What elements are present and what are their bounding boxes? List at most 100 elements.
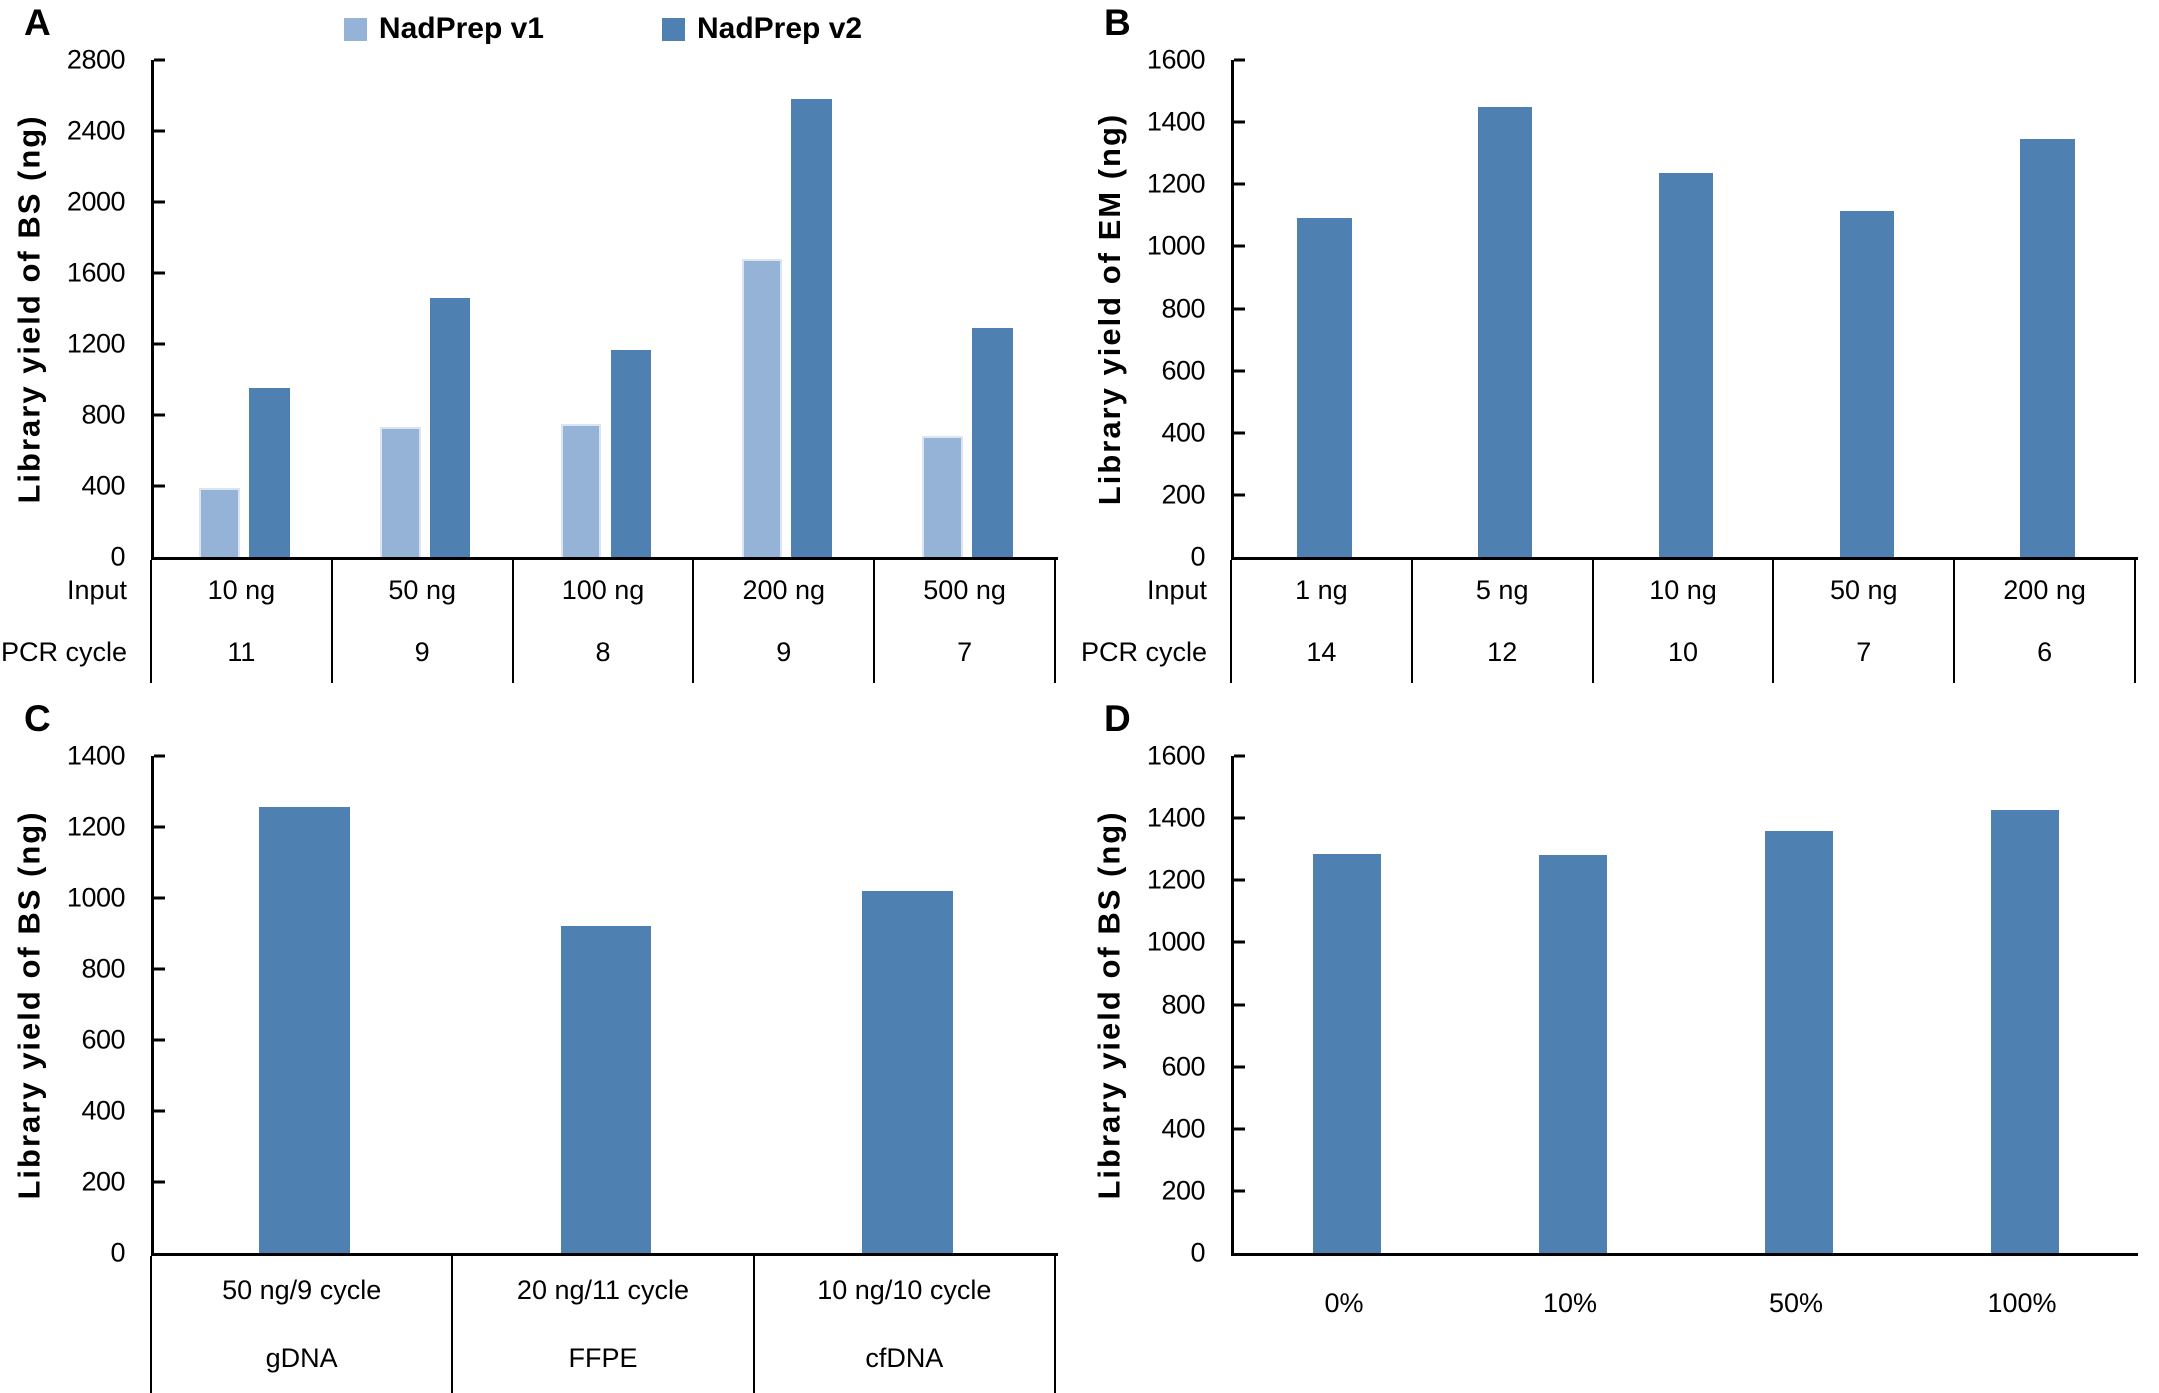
legend-item-nadprep-v1: NadPrep v1 bbox=[344, 12, 544, 46]
table-row-label: Input bbox=[67, 560, 127, 622]
y-tick-label: 1600 bbox=[1147, 47, 1205, 74]
y-tick-label: 200 bbox=[1161, 481, 1205, 508]
y-tick-mark bbox=[154, 1110, 165, 1113]
table-cell: 0% bbox=[1231, 1256, 1457, 1351]
y-tick-mark bbox=[1234, 1189, 1245, 1192]
y-tick-mark bbox=[154, 1181, 165, 1184]
y-tick-label: 1000 bbox=[67, 885, 125, 912]
y-tick-label: 0 bbox=[110, 1240, 125, 1267]
y-tick-mark bbox=[1234, 183, 1245, 186]
y-tick-mark bbox=[1234, 755, 1245, 758]
plot-area bbox=[1231, 756, 2138, 1256]
bar-NadPrep v2-100 ng bbox=[611, 350, 652, 557]
bar-series-50 ng bbox=[1840, 211, 1894, 557]
y-tick-mark bbox=[154, 272, 165, 275]
table-cell: 11 bbox=[151, 622, 332, 684]
table-cell: 20 ng/11 cycle bbox=[452, 1256, 753, 1325]
table-cell: 10 ng bbox=[151, 560, 332, 622]
y-tick-mark bbox=[1234, 493, 1245, 496]
y-tick-mark bbox=[154, 59, 165, 62]
y-tick-label: 1200 bbox=[67, 331, 125, 358]
bar-series-0% bbox=[1313, 854, 1381, 1253]
y-tick-mark bbox=[154, 130, 165, 133]
table-cell: 7 bbox=[874, 622, 1055, 684]
legend-swatch-nadprep-v1 bbox=[344, 18, 367, 41]
bar-series-1 ng bbox=[1297, 218, 1351, 557]
bar-series-20 ng/11 cycle bbox=[561, 926, 651, 1253]
y-tick-mark bbox=[154, 343, 165, 346]
y-tick-mark bbox=[1234, 1003, 1245, 1006]
y-tick-label: 1200 bbox=[1147, 867, 1205, 894]
table-cell: 10 bbox=[1593, 622, 1774, 684]
y-tick-label: 200 bbox=[1161, 1177, 1205, 1204]
panel-letter-a: A bbox=[24, 4, 51, 41]
y-tick-mark bbox=[1234, 307, 1245, 310]
legend-item-nadprep-v2: NadPrep v2 bbox=[662, 12, 862, 46]
bar-series-10 ng bbox=[1659, 173, 1713, 557]
y-tick-label: 600 bbox=[1161, 1053, 1205, 1080]
bar-series-200 ng bbox=[2020, 139, 2074, 557]
bar-NadPrep v1-50 ng bbox=[380, 427, 421, 557]
bar-NadPrep v1-10 ng bbox=[199, 488, 240, 557]
table-cell: FFPE bbox=[452, 1325, 753, 1393]
y-tick-label: 1000 bbox=[1147, 929, 1205, 956]
bar-NadPrep v2-50 ng bbox=[430, 298, 471, 557]
table-cell: 6 bbox=[1954, 622, 2135, 684]
y-tick-label: 1400 bbox=[1147, 109, 1205, 136]
table-cell: 9 bbox=[332, 622, 513, 684]
legend-swatch-nadprep-v2 bbox=[662, 18, 685, 41]
y-tick-label: 1400 bbox=[67, 743, 125, 770]
y-tick-label: 400 bbox=[1161, 1115, 1205, 1142]
y-tick-mark bbox=[1234, 817, 1245, 820]
table-cell: 50% bbox=[1683, 1256, 1909, 1351]
table-cell: 7 bbox=[1773, 622, 1954, 684]
table-cell: 9 bbox=[693, 622, 874, 684]
bar-series-50% bbox=[1765, 831, 1833, 1253]
y-tick-mark bbox=[154, 201, 165, 204]
y-tick-label: 2400 bbox=[67, 118, 125, 145]
panel-letter-c: C bbox=[24, 700, 51, 737]
table-row-label: Input bbox=[1147, 560, 1207, 622]
bar-series-100% bbox=[1991, 810, 2059, 1253]
table-cell: 10% bbox=[1457, 1256, 1683, 1351]
bar-series-50 ng/9 cycle bbox=[259, 807, 349, 1253]
y-tick-mark bbox=[1234, 941, 1245, 944]
bar-series-10 ng/10 cycle bbox=[862, 891, 952, 1253]
plot-area bbox=[1231, 60, 2138, 560]
legend: NadPrep v1 NadPrep v2 bbox=[151, 12, 1055, 46]
bar-NadPrep v2-10 ng bbox=[249, 388, 290, 557]
y-tick-mark bbox=[1234, 245, 1245, 248]
table-cell: cfDNA bbox=[754, 1325, 1055, 1393]
panel-letter-b: B bbox=[1104, 4, 1131, 41]
bar-NadPrep v1-200 ng bbox=[742, 259, 783, 557]
panel-letter-d: D bbox=[1104, 700, 1131, 737]
x-axis-table: 0%10%50%100% bbox=[1231, 1256, 2135, 1351]
y-tick-mark bbox=[1234, 1127, 1245, 1130]
y-tick-label: 800 bbox=[81, 956, 125, 983]
table-cell: 12 bbox=[1412, 622, 1593, 684]
y-tick-label: 600 bbox=[1161, 357, 1205, 384]
table-cell: 1 ng bbox=[1231, 560, 1412, 622]
bar-NadPrep v2-200 ng bbox=[791, 99, 832, 557]
y-tick-mark bbox=[154, 414, 165, 417]
y-tick-label: 400 bbox=[81, 1098, 125, 1125]
table-cell: 200 ng bbox=[1954, 560, 2135, 622]
y-tick-mark bbox=[154, 485, 165, 488]
table-cell: 200 ng bbox=[693, 560, 874, 622]
bar-NadPrep v1-100 ng bbox=[561, 424, 602, 557]
bar-NadPrep v1-500 ng bbox=[922, 436, 963, 557]
y-tick-label: 1600 bbox=[67, 260, 125, 287]
y-tick-mark bbox=[154, 826, 165, 829]
y-tick-label: 400 bbox=[81, 473, 125, 500]
y-tick-mark bbox=[154, 755, 165, 758]
y-tick-mark bbox=[154, 897, 165, 900]
plot-area bbox=[151, 756, 1058, 1256]
y-tick-label: 400 bbox=[1161, 419, 1205, 446]
